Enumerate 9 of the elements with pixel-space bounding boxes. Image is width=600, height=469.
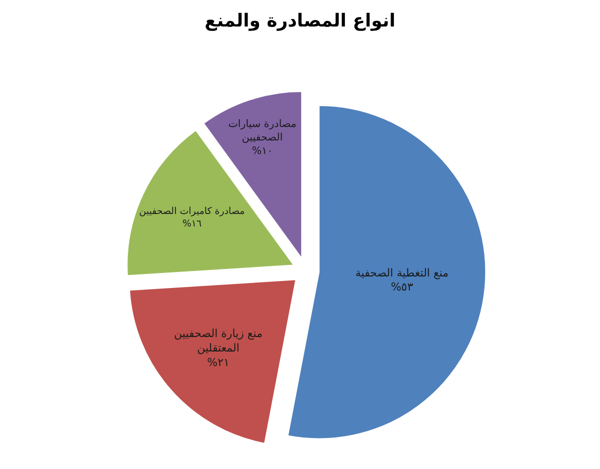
data-label: %١٦ bbox=[182, 218, 202, 230]
slice-label: منع التغطية الصحفية bbox=[355, 266, 449, 280]
chart-title: انواع المصادرة والمنع bbox=[204, 10, 396, 32]
slice-label: منع زيارة الصحفيين المعتقلين bbox=[174, 327, 263, 354]
slice-label: مصادرة سيارات الصحفيين bbox=[228, 118, 296, 144]
data-label: %١٠ bbox=[252, 144, 273, 157]
slice-label: مصادرة كاميرات الصحفيين bbox=[139, 206, 245, 218]
data-label: %٥٣ bbox=[390, 280, 414, 294]
data-label: %٢١ bbox=[207, 356, 230, 369]
